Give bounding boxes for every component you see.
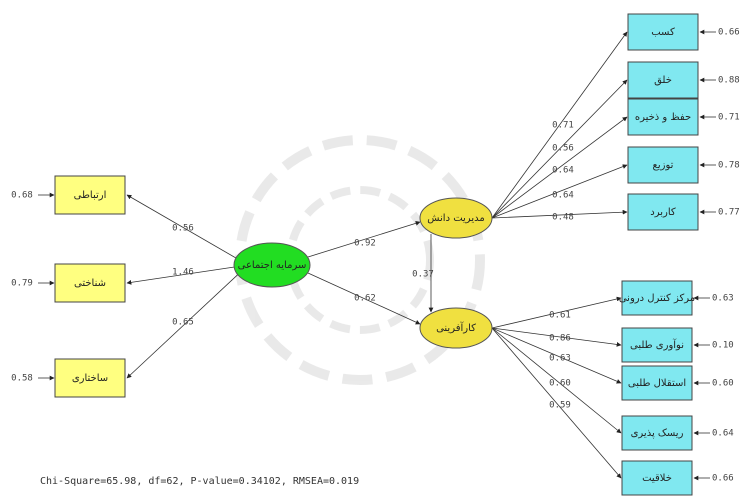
indicator-label: توزیع [653, 160, 674, 171]
error-variance: 0.68 [11, 191, 33, 201]
error-variance: 0.79 [11, 279, 33, 289]
latent-label: مدیریت دانش [427, 213, 484, 224]
indicator-box [621, 327, 693, 363]
arrow [307, 220, 421, 258]
indicator-label: حفظ و ذخیره [635, 112, 691, 123]
indicator-label: استقلال طلبی [628, 378, 686, 389]
arrow [491, 164, 628, 219]
indicator-box [54, 175, 126, 215]
error-variance: 0.66 [712, 474, 734, 484]
indicator-box [627, 98, 699, 136]
path-coefficient: 0.92 [354, 239, 376, 249]
loading: 0.60 [549, 379, 571, 389]
indicator-label: ریسک پذیری [631, 428, 684, 439]
loading: 0.86 [549, 334, 571, 344]
arrow [307, 272, 421, 325]
indicator-label: شناختی [74, 278, 106, 289]
error-variance: 0.64 [712, 429, 734, 439]
indicator-label: خلق [654, 75, 672, 86]
error-variance: 0.60 [712, 379, 734, 389]
indicator-box [621, 460, 693, 496]
loading: 0.48 [552, 213, 574, 223]
arrow [491, 31, 628, 219]
error-variance: 0.63 [712, 294, 734, 304]
loading: 0.64 [552, 191, 574, 201]
error-variance: 0.10 [712, 341, 734, 351]
error-variance: 0.88 [718, 76, 740, 86]
indicator-box [54, 358, 126, 398]
arrow [491, 209, 628, 219]
arrow [491, 327, 622, 479]
indicator-label: کاربرد [650, 207, 676, 218]
loading: 0.59 [549, 401, 571, 411]
loading: 0.65 [172, 318, 194, 328]
indicator-box [627, 146, 699, 184]
indicator-box [621, 280, 693, 316]
loading: 0.64 [552, 166, 574, 176]
error-variance: 0.78 [718, 161, 740, 171]
indicator-label: نوآوری طلبی [630, 338, 684, 351]
indicator-box [54, 263, 126, 303]
loading: 1.46 [172, 268, 194, 278]
arrow [491, 327, 622, 347]
loading: 0.71 [552, 121, 574, 131]
latent-label: کارآفرینی [436, 321, 476, 334]
latent-variable [419, 307, 493, 349]
error-variance: 0.77 [718, 208, 740, 218]
indicator-box [621, 415, 693, 451]
indicator-box [627, 13, 699, 51]
indicator-label: خلاقیت [642, 473, 672, 484]
arrow [491, 327, 622, 384]
loading: 0.61 [549, 311, 571, 321]
loading: 0.56 [172, 224, 194, 234]
latent-label: سرمایه اجتماعی [238, 260, 307, 271]
error-variance: 0.71 [718, 113, 740, 123]
indicator-box [627, 61, 699, 99]
latent-variable [233, 242, 311, 288]
arrow [491, 79, 628, 219]
indicator-box [621, 365, 693, 401]
path-coefficient: 0.62 [354, 294, 376, 304]
loading: 0.63 [549, 354, 571, 364]
error-variance: 0.66 [718, 28, 740, 38]
arrow [491, 296, 622, 329]
latent-variable [419, 197, 493, 239]
indicator-label: مرکز کنترل درونی [619, 293, 695, 304]
indicator-label: ساختاری [72, 373, 108, 384]
arrow [491, 327, 622, 434]
fit-statistics: Chi-Square=65.98, df=62, P-value=0.34102… [40, 476, 359, 487]
indicator-box [627, 193, 699, 231]
arrow [126, 265, 243, 285]
loading: 0.56 [552, 144, 574, 154]
indicator-label: کسب [651, 27, 675, 38]
arrow [126, 270, 243, 379]
path-coefficient: 0.37 [412, 270, 434, 280]
arrow [491, 116, 628, 219]
indicator-label: ارتباطی [74, 190, 107, 201]
arrow [126, 194, 243, 262]
error-variance: 0.58 [11, 374, 33, 384]
